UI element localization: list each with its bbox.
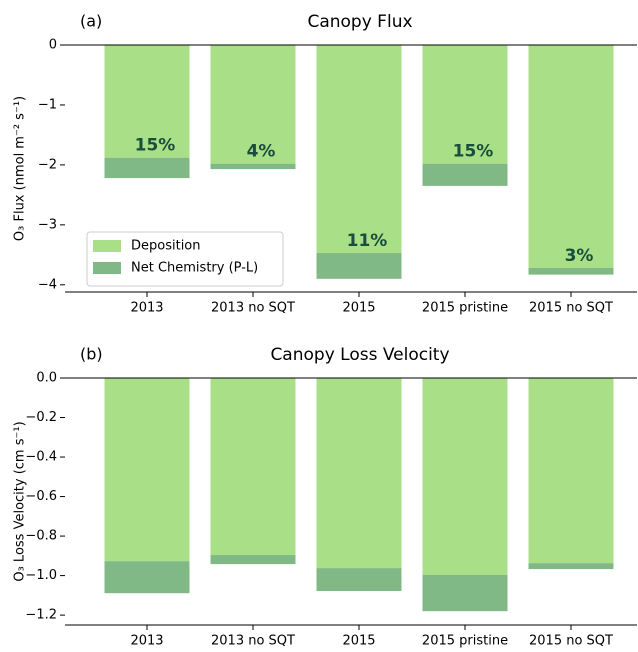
x-tick-label: 2015 pristine xyxy=(422,634,508,649)
legend-label: Deposition xyxy=(131,239,201,254)
y-axis-label: O₃ Flux (nmol m⁻² s⁻¹) xyxy=(13,96,28,241)
bar-segment xyxy=(104,378,190,562)
chart-title: Canopy Flux xyxy=(307,12,412,32)
y-tick-label: −2 xyxy=(38,157,57,172)
panel-label: (a) xyxy=(80,12,102,31)
y-tick-label: −0.4 xyxy=(25,450,57,465)
x-tick-label: 2013 no SQT xyxy=(211,634,295,649)
bar-segment xyxy=(528,563,614,570)
x-tick-label: 2013 xyxy=(130,634,163,649)
bar-segment xyxy=(422,45,508,164)
y-tick-label: −0.8 xyxy=(25,529,57,544)
legend-swatch xyxy=(93,262,121,274)
x-tick-label: 2015 no SQT xyxy=(529,634,613,649)
percent-label: 15% xyxy=(453,142,494,162)
y-tick-label: −0.2 xyxy=(25,410,57,425)
legend-swatch xyxy=(93,240,121,252)
y-tick-label: −1.2 xyxy=(25,608,57,623)
bar-segment xyxy=(210,163,296,170)
chart-title: Canopy Loss Velocity xyxy=(270,345,449,365)
x-tick-label: 2013 no SQT xyxy=(211,301,295,316)
bar-segment xyxy=(104,561,190,594)
percent-label: 3% xyxy=(565,246,594,266)
x-tick-label: 2015 xyxy=(342,301,375,316)
bar-segment xyxy=(422,575,508,612)
bar-segment xyxy=(210,555,296,565)
percent-label: 15% xyxy=(135,136,176,156)
y-tick-label: −1 xyxy=(38,97,57,112)
y-tick-label: −3 xyxy=(38,217,57,232)
bar-segment xyxy=(316,45,402,254)
percent-label: 4% xyxy=(247,142,276,162)
legend-label: Net Chemistry (P-L) xyxy=(131,261,258,276)
percent-label: 11% xyxy=(347,231,388,251)
bar-segment xyxy=(528,378,614,564)
x-tick-label: 2015 xyxy=(342,634,375,649)
y-tick-label: 0.0 xyxy=(36,371,57,386)
y-tick-label: 0 xyxy=(49,38,57,53)
x-tick-label: 2013 xyxy=(130,301,163,316)
y-tick-label: −4 xyxy=(38,277,57,292)
bar-segment xyxy=(210,378,296,556)
bar-segment xyxy=(316,568,402,592)
bar-segment xyxy=(104,157,190,179)
bar-segment xyxy=(316,253,402,279)
panel-label: (b) xyxy=(80,345,103,364)
x-tick-label: 2015 no SQT xyxy=(529,301,613,316)
y-tick-label: −1.0 xyxy=(25,568,57,583)
bar-segment xyxy=(422,163,508,186)
bar-segment xyxy=(528,268,614,275)
bar-segment xyxy=(210,45,296,164)
legend-box xyxy=(86,231,284,287)
y-axis-label: O₃ Loss Velocity (cm s⁻¹) xyxy=(13,421,28,581)
bar-segment xyxy=(422,378,508,576)
bar-segment xyxy=(528,45,614,269)
bar-segment xyxy=(316,378,402,569)
y-tick-label: −0.6 xyxy=(25,489,57,504)
x-tick-label: 2015 pristine xyxy=(422,301,508,316)
bar-segment xyxy=(104,45,190,158)
